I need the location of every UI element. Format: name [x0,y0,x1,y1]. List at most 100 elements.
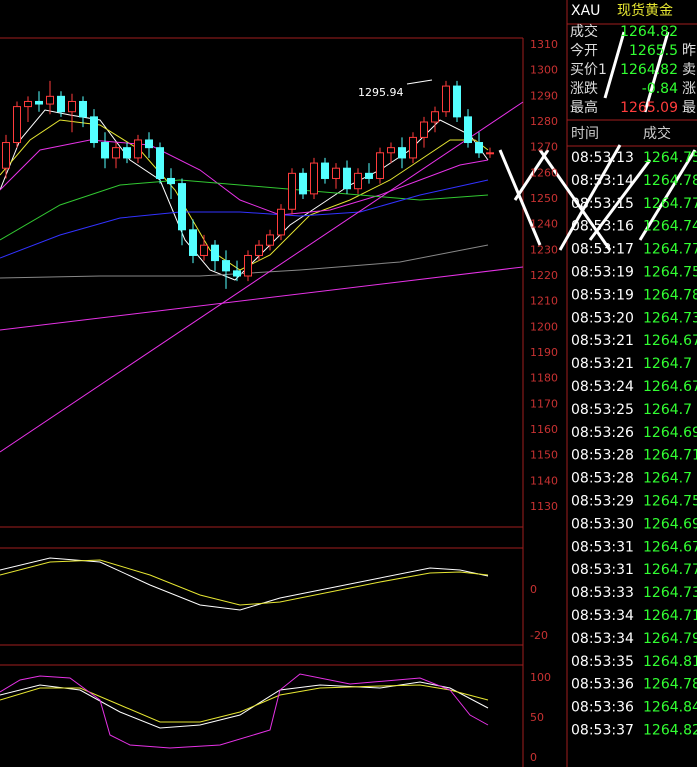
price-tick-label: 1310 [530,38,558,51]
tick-price: 1264.67 [643,333,697,349]
tick-price: 1264.7 [643,471,692,487]
price-tick-label: 1250 [530,192,558,205]
tick-time: 08:53:28 [571,448,634,464]
tick-price: 1264.78 [643,173,697,189]
candle-body [57,95,65,113]
quote-side-label: 最 [682,100,696,116]
candle-body [442,85,450,113]
quote-label: 涨跌 [570,81,598,97]
candle-body [35,100,43,105]
price-tick-label: 1230 [530,243,558,256]
tick-time: 08:53:13 [571,150,634,166]
kdj-tick-label: 50 [530,711,544,724]
tick-time: 08:53:25 [571,402,634,418]
candle-body [475,142,483,154]
column-header: 时间 [571,126,599,142]
tick-price: 1264.67 [643,539,697,555]
candle-body [453,85,461,118]
candle-body [79,100,87,118]
quote-value: 1264.82 [620,62,678,78]
price-tick-label: 1180 [530,372,558,385]
tick-price: 1264.71 [643,608,697,624]
peak-leader [406,79,433,85]
tick-time: 08:53:31 [571,562,634,578]
macd-tick-label: 0 [530,583,537,596]
tick-time: 08:53:34 [571,608,634,624]
quote-value: 1264.82 [620,24,678,40]
candle-body [409,136,417,159]
candle-body [145,139,153,149]
candle-body [2,142,10,169]
price-tick-label: 1240 [530,218,558,231]
quote-label: 最高 [570,99,598,116]
column-header: 成交 [643,125,671,142]
price-tick-label: 1150 [530,449,558,462]
candle-body [46,95,54,105]
candle-body [431,111,439,123]
candle-body [233,270,241,277]
candle-body [222,260,230,272]
symbol: XAU [571,3,600,19]
tick-price: 1264.69 [643,516,697,532]
quote-label: 成交 [570,23,598,40]
tick-time: 08:53:20 [571,310,634,326]
candle-body [112,147,120,159]
tick-time: 08:53:31 [571,539,634,555]
price-tick-label: 1270 [530,141,558,154]
candle-body [365,172,373,179]
quote-value: 1265.5 [629,43,678,59]
tick-time: 08:53:30 [571,516,634,532]
tick-time: 08:53:33 [571,585,634,601]
candle-body [464,116,472,144]
tick-time: 08:53:37 [571,723,634,739]
candle-body [332,167,340,179]
tick-price: 1264.75 [643,265,697,281]
candle-body [200,244,208,256]
candle-body [288,172,296,210]
tick-price: 1264.71 [643,448,697,464]
macd-lines [0,557,489,611]
annotation-arrows [498,31,697,251]
kdj-lines [0,673,489,749]
candle-body [266,234,274,246]
candle-body [387,147,395,154]
price-tick-label: 1220 [530,269,558,282]
candle-body [310,162,318,195]
candle-body [376,152,384,179]
tick-price: 1264.82 [643,723,697,739]
price-tick-label: 1280 [530,115,558,128]
candle-body [343,167,351,190]
candle-body [211,244,219,262]
tick-price: 1264.78 [643,677,697,693]
tick-time: 08:53:35 [571,654,634,670]
tick-time: 08:53:16 [571,219,634,235]
candle-body [167,177,175,185]
quote-side-label: 涨 [682,81,696,97]
candle-body [189,229,197,256]
tick-price: 1264.75 [643,494,697,510]
tick-time: 08:53:19 [571,265,634,281]
candle-body [24,100,32,108]
candle-body [123,147,131,159]
candle-body [13,106,21,144]
candle-body [299,172,307,195]
tick-price: 1264.77 [643,562,697,578]
quote-side-label: 卖 [682,62,696,78]
price-tick-label: 1170 [530,397,558,410]
tick-price: 1264.78 [643,287,697,303]
tick-price: 1264.77 [643,196,697,212]
tick-price: 1264.77 [643,242,697,258]
tick-time: 08:53:19 [571,287,634,303]
tick-price: 1264.7 [643,356,692,372]
tick-time: 08:53:34 [571,631,634,647]
quote-value: -0.84 [642,81,678,97]
candle-body [398,147,406,159]
candle-body [90,116,98,144]
tick-price: 1264.74 [643,219,697,235]
tick-time: 08:53:21 [571,356,634,372]
tick-time: 08:53:24 [571,379,634,395]
price-tick-label: 1210 [530,295,558,308]
tick-price: 1264.73 [643,310,697,326]
peak-label: 1295.94 [358,86,404,99]
